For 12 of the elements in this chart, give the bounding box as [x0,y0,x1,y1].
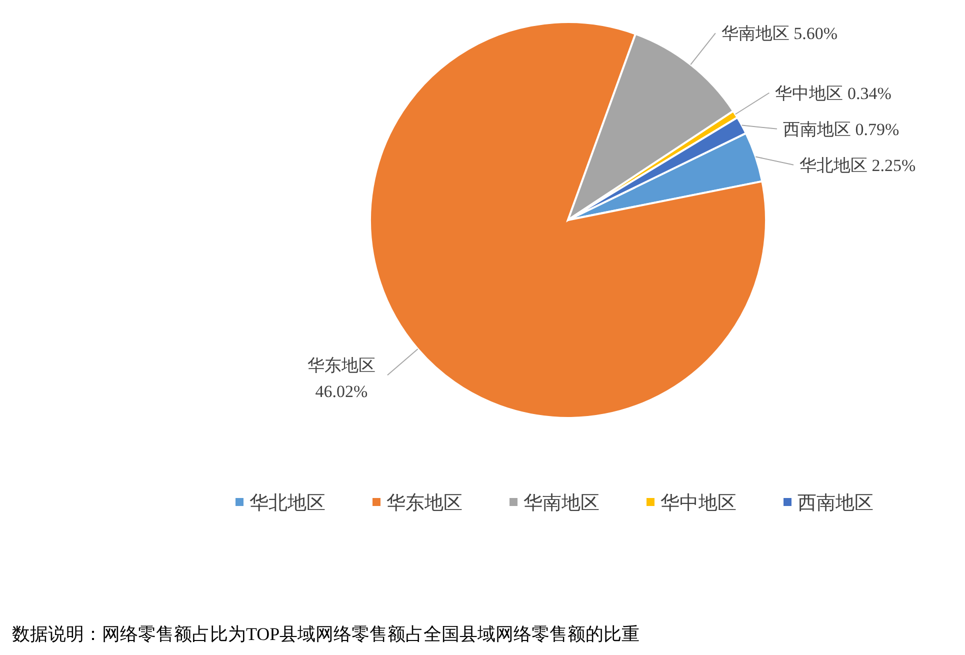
text: 数据说明：网络零售额占比为TOP县域网络零售额占全国县域网络零售额的比重 [12,624,640,644]
legend-label: 华北地区 [250,493,326,514]
category-label: 华北地区 2.25% [800,156,916,175]
legend-label: 西南地区 [798,493,874,514]
category-label: 华南地区 5.60% [721,24,838,44]
data-label: 46.02% [315,382,368,402]
legend-label: 华东地区 [386,493,462,514]
category-label: 西南地区 0.79% [782,120,900,139]
slice-label: 华东地区 [307,356,376,376]
legend-label: 华中地区 [660,493,736,514]
category-label: 华中地区 0.34% [775,84,892,103]
legend-label: 华南地区 [524,493,600,514]
